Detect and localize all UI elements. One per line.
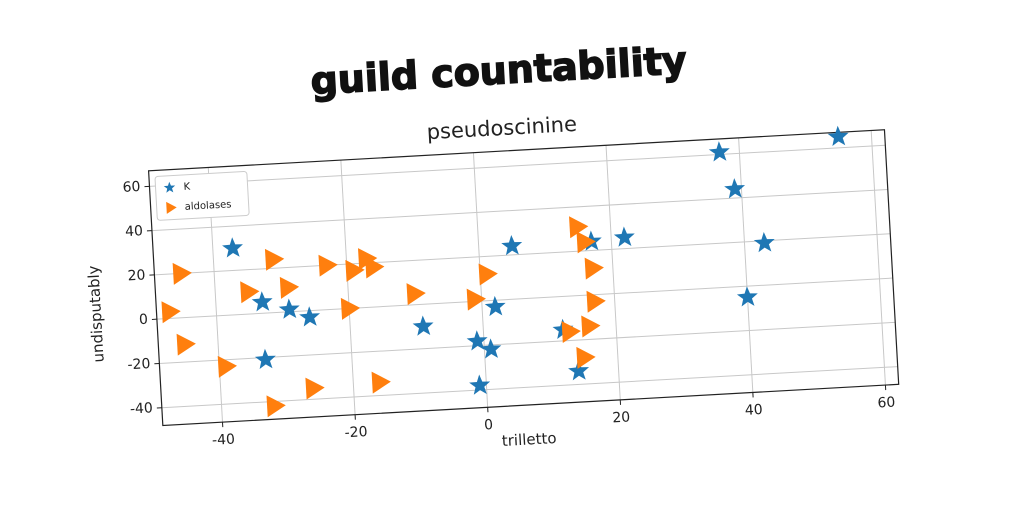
legend-box bbox=[154, 171, 250, 221]
point bbox=[736, 286, 758, 307]
point bbox=[484, 295, 506, 317]
point bbox=[576, 231, 596, 254]
x-tick-label: 40 bbox=[744, 402, 763, 419]
y-axis-label: undisputably bbox=[84, 265, 107, 363]
y-tick-label: 40 bbox=[125, 223, 144, 240]
chart-subtitle: pseudoscinine bbox=[426, 112, 577, 144]
point bbox=[469, 374, 491, 395]
chart-title: guild countability bbox=[309, 38, 688, 103]
point bbox=[561, 321, 581, 344]
point bbox=[581, 315, 601, 338]
x-tick-label: 60 bbox=[877, 395, 896, 412]
point bbox=[724, 178, 746, 199]
point bbox=[365, 256, 385, 279]
point bbox=[568, 360, 590, 381]
y-tick-label: 20 bbox=[127, 267, 146, 284]
point bbox=[161, 301, 181, 324]
point bbox=[576, 346, 596, 369]
y-tick-label: 0 bbox=[139, 312, 149, 328]
grid-line bbox=[156, 277, 893, 320]
point bbox=[176, 333, 196, 356]
point bbox=[222, 237, 243, 258]
x-tick-label: 0 bbox=[484, 417, 494, 433]
point bbox=[254, 348, 276, 369]
point bbox=[501, 235, 523, 256]
legend-label: aldolases bbox=[184, 199, 231, 213]
point bbox=[305, 377, 325, 400]
grid-line bbox=[154, 233, 891, 276]
point bbox=[753, 232, 775, 253]
x-axis-label: trilletto bbox=[501, 429, 557, 450]
point bbox=[278, 298, 300, 319]
rotated-figure: guild countability pseudoscinine trillet… bbox=[84, 37, 900, 450]
y-tick-label: 60 bbox=[122, 179, 141, 196]
point bbox=[586, 290, 606, 313]
x-tick-label: -40 bbox=[212, 431, 236, 448]
point bbox=[412, 315, 434, 336]
grid-line bbox=[149, 144, 886, 187]
point bbox=[240, 281, 260, 304]
grid-line bbox=[340, 160, 356, 415]
point bbox=[478, 263, 498, 286]
grid-line bbox=[605, 145, 621, 400]
point bbox=[613, 226, 635, 247]
point bbox=[251, 291, 273, 312]
point bbox=[569, 216, 589, 239]
point bbox=[266, 395, 286, 418]
point bbox=[406, 283, 426, 306]
x-tick-label: 20 bbox=[612, 409, 631, 426]
point bbox=[708, 141, 730, 162]
point bbox=[371, 371, 391, 394]
point bbox=[466, 288, 486, 311]
point bbox=[466, 330, 488, 351]
point bbox=[279, 276, 300, 299]
x-tick-label: -20 bbox=[344, 424, 368, 441]
grid-line bbox=[151, 188, 888, 232]
legend-label: K bbox=[183, 182, 191, 193]
point bbox=[340, 297, 361, 320]
point bbox=[264, 248, 285, 271]
plot-frame bbox=[147, 129, 900, 427]
grid-line bbox=[870, 130, 886, 386]
point bbox=[217, 355, 238, 378]
legend-marker bbox=[163, 181, 176, 193]
point bbox=[345, 259, 365, 282]
point bbox=[172, 262, 192, 285]
y-tick-label: -40 bbox=[130, 400, 154, 417]
point bbox=[318, 254, 338, 277]
grid-line bbox=[738, 137, 754, 393]
grid-line bbox=[161, 366, 898, 409]
grid-line bbox=[159, 321, 896, 364]
point bbox=[827, 125, 849, 146]
point bbox=[584, 257, 604, 280]
y-tick-label: -20 bbox=[127, 356, 151, 373]
legend-marker bbox=[166, 201, 177, 214]
point bbox=[480, 338, 502, 359]
point bbox=[299, 306, 321, 327]
